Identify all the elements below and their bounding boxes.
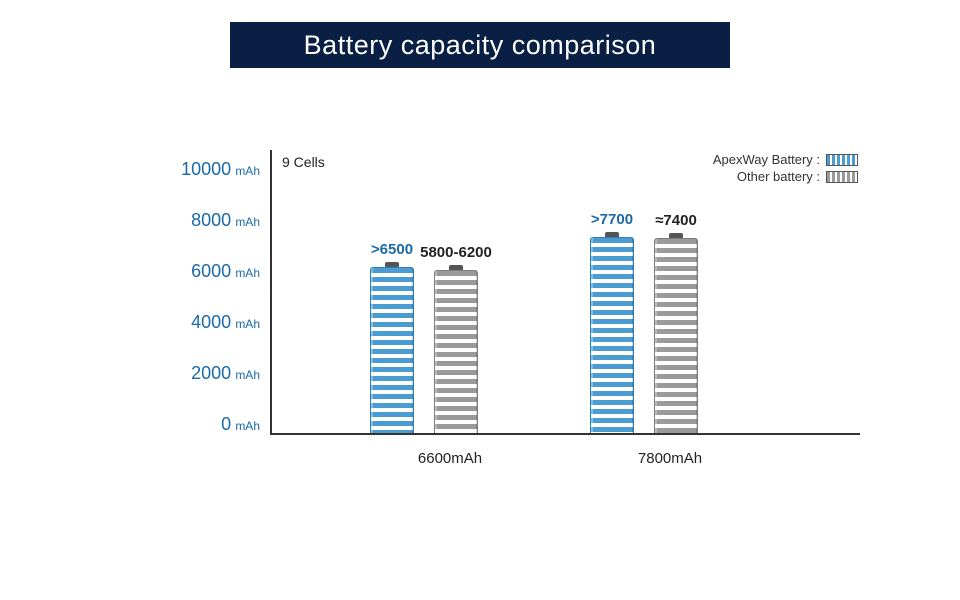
y-tick: 0 mAh	[221, 414, 260, 435]
y-tick: 2000 mAh	[191, 363, 260, 384]
legend-swatch-other	[826, 171, 858, 183]
cells-label: 9 Cells	[282, 154, 325, 170]
y-tick: 6000 mAh	[191, 261, 260, 282]
bar-apexway: >6500	[370, 267, 414, 433]
bar-other: 5800-6200	[434, 270, 478, 433]
bar-apexway: >7700	[590, 237, 634, 433]
group-label: 6600mAh	[370, 450, 530, 467]
title-text: Battery capacity comparison	[304, 30, 657, 61]
x-axis-line	[270, 433, 860, 435]
bar-value-label: 5800-6200	[401, 244, 511, 271]
bar-group: 7800mAh>7700≈7400	[590, 158, 750, 433]
y-axis: 0 mAh 2000 mAh 4000 mAh 6000 mAh 8000 mAh 100…	[95, 160, 260, 435]
group-label: 7800mAh	[590, 450, 750, 467]
title-bar: Battery capacity comparison	[230, 22, 730, 68]
y-axis-line	[270, 150, 272, 435]
bar-value-label: ≈7400	[621, 212, 731, 239]
legend-swatch-apexway	[826, 154, 858, 166]
bar-other: ≈7400	[654, 238, 698, 433]
bar-group: 6600mAh>65005800-6200	[370, 158, 530, 433]
chart: 9 Cells ApexWay Battery : Other battery …	[170, 160, 870, 480]
y-tick: 4000 mAh	[191, 312, 260, 333]
y-tick: 8000 mAh	[191, 210, 260, 231]
y-tick: 10000 mAh	[181, 159, 260, 180]
